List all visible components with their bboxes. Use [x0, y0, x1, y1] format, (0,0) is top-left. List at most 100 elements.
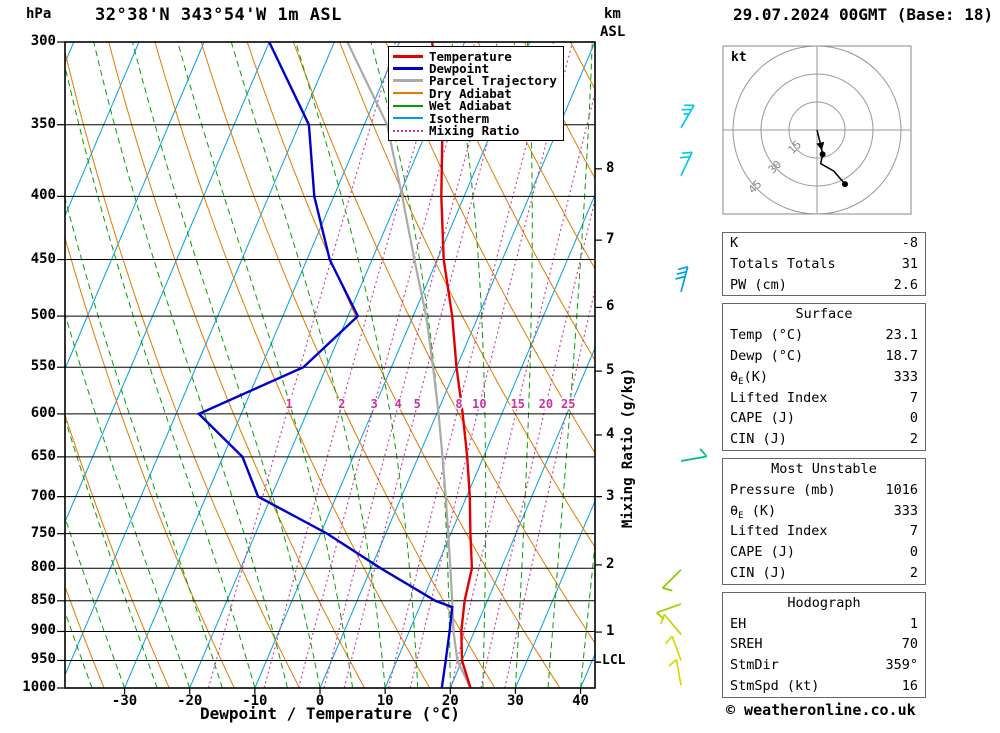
temp-tick-label: -20 — [177, 693, 203, 709]
mixing-ratio-label: 2 — [338, 397, 345, 411]
stat-value: 1 — [909, 615, 918, 632]
hodograph-arrow — [816, 141, 825, 151]
table-row: CIN (J) 2 — [723, 429, 925, 450]
stat-label: StmSpd (kt) — [730, 677, 820, 694]
km-tick-label: 8 — [606, 159, 615, 176]
temperature-curve — [430, 42, 474, 688]
km-tick-label: 5 — [606, 362, 615, 379]
axis-ticks — [57, 41, 602, 694]
temp-tick-label: 40 — [572, 693, 589, 709]
datetime-title: 29.07.2024 00GMT (Base: 18) — [733, 5, 994, 24]
stat-label: CIN (J) — [730, 564, 787, 581]
stats-table: Most Unstable Pressure (mb) 1016 θE (K) 333 L… — [722, 457, 926, 585]
stat-value: -8 — [901, 235, 918, 251]
legend-label: Dewpoint — [429, 61, 490, 77]
hodograph-ring — [732, 45, 902, 215]
stat-value: 1016 — [885, 481, 918, 498]
legend-item: Parcel Trajectory — [393, 73, 559, 89]
stat-value: 7 — [909, 389, 918, 406]
km-tick-label: 6 — [606, 298, 615, 315]
stat-label: CAPE (J) — [730, 544, 796, 561]
legend: Temperature Dewpoint Parcel Trajectory Dry … — [388, 46, 564, 141]
legend-label: Mixing Ratio — [429, 123, 520, 139]
stat-value: 7 — [909, 523, 918, 540]
legend-item: Temperature — [393, 48, 559, 64]
pressure-tick-label: 450 — [30, 250, 56, 267]
table-section-title: Hodograph — [787, 594, 861, 611]
km-tick-label: 7 — [606, 231, 615, 248]
legend-item: Mixing Ratio — [393, 123, 559, 139]
table-row: Dewp (°C) 18.7 — [723, 346, 925, 367]
km-tick-label: 1 — [606, 623, 615, 640]
stat-value: 31 — [901, 255, 918, 272]
plot-border — [64, 41, 596, 689]
stat-value: 359° — [885, 657, 918, 674]
pressure-tick-label: 350 — [30, 115, 56, 132]
stat-label: CIN (J) — [730, 431, 787, 448]
pressure-tick-label: 750 — [30, 524, 56, 541]
stat-value: 18.7 — [885, 347, 918, 364]
dewpoint-curve — [196, 42, 454, 688]
stat-label: Lifted Index — [730, 523, 828, 540]
mixing-ratio-labels: 1 2 3 4 5 8 10 15 20 25 — [284, 395, 577, 412]
stat-label: Temp (°C) — [730, 327, 804, 344]
stat-label: Totals Totals — [730, 255, 836, 272]
legend-swatch — [393, 67, 423, 71]
pressure-tick-label: 500 — [30, 307, 56, 324]
pressure-tick-label: 650 — [30, 447, 56, 464]
table-section-title: Most Unstable — [771, 460, 877, 477]
wind-barb — [661, 568, 682, 592]
pressure-tick-label: 300 — [30, 33, 56, 49]
legend-item: Dry Adiabat — [393, 85, 559, 101]
stat-value: 333 — [893, 502, 918, 519]
stat-label: PW (cm) — [730, 276, 787, 293]
temp-tick-label: -10 — [242, 693, 268, 709]
stat-value: 0 — [909, 544, 918, 561]
pressure-tick-label: 1000 — [22, 679, 56, 695]
parcel-trajectory-curve — [346, 42, 472, 688]
legend-item: Wet Adiabat — [393, 98, 559, 114]
table-row: θE (K) 333 — [723, 501, 925, 522]
pressure-tick-label: 800 — [30, 559, 56, 576]
legend-label: Wet Adiabat — [429, 98, 512, 114]
mixing-ratio-axis-label: Mixing Ratio (g/kg) — [620, 367, 636, 529]
wind-barbs — [656, 104, 708, 686]
hodograph-point — [819, 151, 826, 158]
mixing-ratio-label: 4 — [395, 397, 402, 411]
legend-item: Dewpoint — [393, 61, 559, 77]
pressure-axis-unit: hPa — [26, 6, 52, 22]
hodograph-trace — [816, 129, 846, 185]
stat-value: 333 — [893, 368, 918, 385]
temp-tick-label: 10 — [376, 693, 394, 709]
stat-label: Pressure (mb) — [730, 481, 836, 498]
pressure-tick-label: 600 — [30, 404, 56, 421]
mixing-ratio-label: 10 — [472, 397, 486, 411]
table-row: Pressure (mb) 1016 — [723, 480, 925, 501]
wind-barb — [665, 635, 682, 661]
table-row: Lifted Index 7 — [723, 521, 925, 542]
mixing-ratio-label: 1 — [285, 397, 292, 411]
legend-swatch — [393, 104, 423, 107]
mixing-ratio-label: 8 — [455, 397, 462, 411]
wind-barb — [660, 613, 682, 635]
table-row: Totals Totals 31 — [723, 254, 925, 275]
mixing-ratio-label: 5 — [414, 397, 421, 411]
km-tick-label: 4 — [606, 425, 615, 442]
km-tick-label: 3 — [606, 487, 615, 504]
table-row: CIN (J) 2 — [723, 563, 925, 584]
plot-field — [65, 42, 595, 688]
legend-item: Isotherm — [393, 111, 559, 126]
mixing-ratio-label: 25 — [561, 397, 575, 411]
legend-label: Dry Adiabat — [429, 85, 512, 101]
table-row: Temp (°C) 23.1 — [723, 325, 925, 346]
table-row: StmDir 359° — [723, 655, 925, 676]
legend-label: Temperature — [429, 48, 512, 64]
legend-label: Parcel Trajectory — [429, 73, 557, 89]
stat-label: θE (K) — [730, 502, 777, 521]
stats-table: Surface Temp (°C) 23.1 Dewp (°C) 18.7 θE(K) 33… — [722, 303, 926, 451]
wind-barb — [656, 603, 682, 620]
stat-value: 23.1 — [885, 327, 918, 344]
stat-label: EH — [730, 615, 747, 632]
stats-table: Hodograph EH 1 SREH 70 StmDir 359° StmSpd (kt) 1… — [722, 591, 926, 698]
